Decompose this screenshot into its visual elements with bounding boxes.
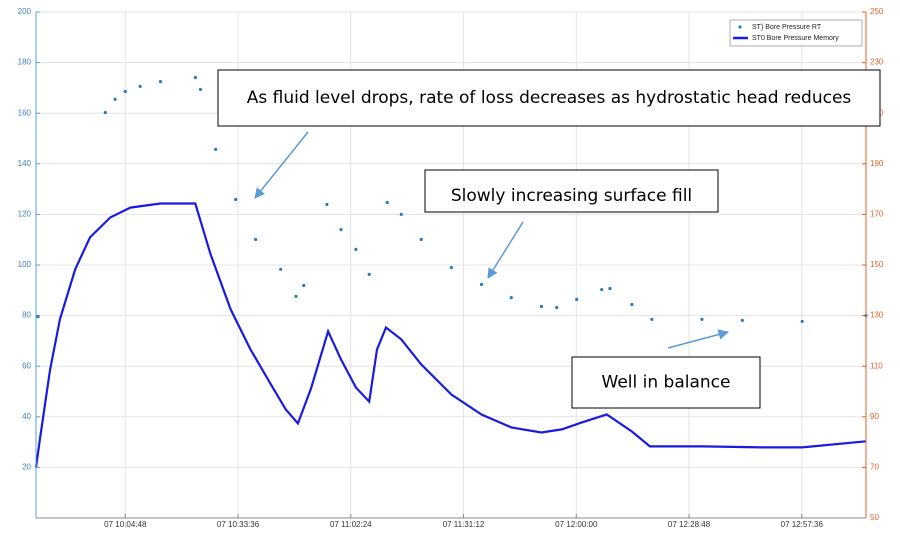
data-point [740,318,744,323]
data-point [700,317,704,321]
y2-tick-label: 250 [870,7,884,16]
x-tick-label: 07 12:57:36 [781,520,824,529]
y-tick-label: 180 [18,58,32,67]
x-tick-label: 07 11:31:12 [443,520,485,529]
data-point [367,272,371,276]
y-tick-label: 160 [18,108,32,117]
data-point [214,147,218,151]
legend-label: ST0 Bore Pressure Memory [752,35,839,42]
y2-tick-label: 190 [870,159,884,168]
data-point [630,302,634,307]
annotation-box [424,169,719,213]
annotation-arrow [254,131,309,199]
data-point [575,297,579,302]
legend-swatch [738,25,742,29]
data-point [158,79,163,84]
data-point [419,237,423,242]
data-point [509,296,513,300]
y-tick-label: 40 [22,412,31,421]
data-point [113,97,117,101]
data-point [600,287,604,292]
data-point [302,283,306,288]
y-tick-label: 120 [18,210,32,219]
y2-tick-label: 70 [870,463,879,472]
y-tick-label: 80 [22,311,31,320]
data-point [234,197,238,202]
data-point [193,75,197,80]
data-point [539,304,544,309]
data-point [123,89,127,94]
x-tick-label: 07 11:02:24 [330,520,372,529]
data-point [608,286,612,291]
data-point [800,319,804,324]
data-point [385,200,389,205]
y2-tick-label: 150 [870,260,884,269]
annotation-box [217,69,881,127]
y2-tick-label: 130 [870,311,884,320]
data-point [198,87,203,92]
y-tick-label: 60 [22,361,31,370]
annotation-box [571,356,761,409]
x-tick-label: 07 12:00:00 [555,520,598,529]
data-point [103,110,107,115]
data-point [354,247,358,251]
data-point [36,315,40,319]
data-point [555,305,559,310]
y2-tick-label: 170 [870,210,884,219]
y2-tick-label: 230 [870,58,884,67]
legend-box [729,19,863,47]
data-point [449,265,453,270]
data-point [479,282,484,287]
y-tick-label: 200 [18,7,32,16]
x-tick-label: 07 10:33:36 [217,520,260,529]
data-point [399,212,403,216]
annotation-text: Slowly increasing surface fill [451,186,692,206]
annotation-text: Well in balance [602,373,731,393]
x-tick-label: 07 12:28:48 [668,520,711,529]
annotation-arrow [667,329,730,349]
legend-label: ST) Bore Pressure RT [752,24,822,31]
y-tick-label: 100 [18,260,32,269]
data-point [138,84,142,88]
data-point [294,294,298,298]
y2-tick-label: 90 [870,412,879,421]
annotation-arrow [487,221,524,279]
annotation-text: As fluid level drops, rate of loss decre… [247,88,852,108]
data-point [325,202,329,207]
data-point [254,237,258,242]
data-point [339,227,343,232]
series-line [34,202,867,468]
y2-tick-label: 50 [870,513,879,522]
y2-tick-label: 110 [870,361,883,370]
y-tick-label: 140 [18,159,32,168]
y-tick-label: 20 [22,463,31,472]
data-point [279,267,283,271]
x-tick-label: 07 10:04:48 [104,520,147,529]
data-point [650,317,654,321]
